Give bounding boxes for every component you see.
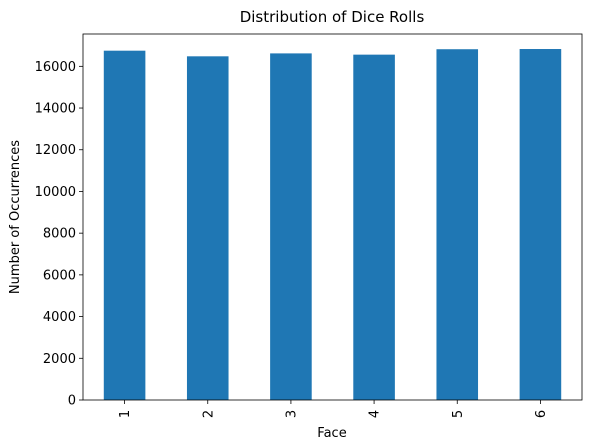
bar-face-2 [186,56,229,401]
x-axis-label: Face [317,426,346,441]
y-tick-label: 0 [68,394,76,409]
y-tick-label: 12000 [35,143,76,158]
x-tick-label: 4 [368,410,383,418]
chart-title: Distribution of Dice Rolls [240,8,425,26]
x-tick-label: 1 [118,410,133,418]
y-tick-label: 16000 [35,60,76,75]
x-tick-label: 5 [451,410,466,418]
y-tick-label: 10000 [35,185,76,200]
y-tick-label: 4000 [43,310,76,325]
x-tick-label: 6 [534,410,549,418]
bar-face-6 [519,49,562,401]
bars-group [103,49,562,401]
y-tick-label: 14000 [35,102,76,117]
y-tick-label: 2000 [43,352,76,367]
bar-face-4 [353,54,395,401]
y-axis: 0 2000 4000 6000 8000 10000 12000 14000 16000 [35,60,83,409]
x-axis: 1 2 3 4 5 6 [118,400,549,418]
x-tick-label: 3 [284,410,299,418]
y-axis-label: Number of Occurrences [8,140,23,294]
x-tick-label: 2 [201,410,216,418]
bar-face-3 [270,53,312,401]
y-tick-label: 8000 [43,227,76,242]
bar-face-5 [436,49,479,400]
bar-face-1 [103,50,146,400]
plot-frame [82,33,583,401]
y-tick-label: 6000 [43,268,76,283]
